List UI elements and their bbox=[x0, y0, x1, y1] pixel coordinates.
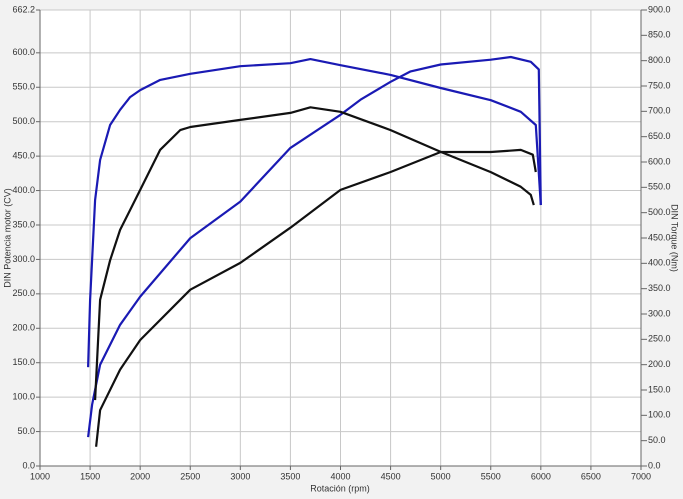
y-tick-label: 0.0 bbox=[22, 460, 35, 470]
y-tick-label: 100.0 bbox=[12, 392, 35, 402]
y2-tick-label: 450.0 bbox=[648, 232, 671, 242]
y-tick-label: 150.0 bbox=[12, 357, 35, 367]
y-tick-label: 600.0 bbox=[12, 47, 35, 57]
y2-tick-label: 850.0 bbox=[648, 30, 671, 40]
y2-tick-label: 550.0 bbox=[648, 182, 671, 192]
y2-tick-label: 650.0 bbox=[648, 131, 671, 141]
x-tick-label: 5500 bbox=[481, 471, 501, 481]
x-tick-label: 1000 bbox=[30, 471, 50, 481]
y2-tick-label: 600.0 bbox=[648, 156, 671, 166]
x-tick-label: 6000 bbox=[531, 471, 551, 481]
curve bbox=[87, 58, 542, 368]
y-axis-label: DIN Potencia motor (CV) bbox=[2, 188, 12, 288]
y2-tick-label: 400.0 bbox=[648, 258, 671, 268]
y2-tick-label: 200.0 bbox=[648, 359, 671, 369]
x-tick-label: 6500 bbox=[581, 471, 601, 481]
y-tick-label: 300.0 bbox=[12, 254, 35, 264]
y-tick-label: 350.0 bbox=[12, 219, 35, 229]
y2-tick-label: 150.0 bbox=[648, 384, 671, 394]
y2-tick-label: 0.0 bbox=[648, 460, 661, 470]
curve bbox=[87, 55, 542, 438]
y2-axis-label: DIN Torque (Nm) bbox=[670, 204, 680, 272]
y2-tick-label: 700.0 bbox=[648, 106, 671, 116]
y-tick-label: 200.0 bbox=[12, 323, 35, 333]
x-tick-label: 2500 bbox=[180, 471, 200, 481]
y-tick-label: 550.0 bbox=[12, 82, 35, 92]
y-tick-label: 400.0 bbox=[12, 185, 35, 195]
x-tick-label: 3000 bbox=[230, 471, 250, 481]
y-tick-label: 50.0 bbox=[17, 426, 35, 436]
y2-tick-label: 100.0 bbox=[648, 410, 671, 420]
y-tick-label: 250.0 bbox=[12, 288, 35, 298]
y2-tick-label: 300.0 bbox=[648, 308, 671, 318]
curve bbox=[94, 106, 535, 401]
y-tick-label: 662.2 bbox=[12, 4, 35, 14]
y-tick-label: 450.0 bbox=[12, 150, 35, 160]
y2-tick-label: 50.0 bbox=[648, 435, 666, 445]
y2-tick-label: 500.0 bbox=[648, 207, 671, 217]
x-tick-label: 4000 bbox=[330, 471, 350, 481]
x-tick-label: 1500 bbox=[80, 471, 100, 481]
curve bbox=[95, 148, 537, 447]
x-axis-label: Rotación (rpm) bbox=[310, 483, 370, 493]
x-tick-label: 5000 bbox=[431, 471, 451, 481]
y2-tick-label: 250.0 bbox=[648, 334, 671, 344]
x-tick-label: 2000 bbox=[130, 471, 150, 481]
x-tick-label: 4500 bbox=[381, 471, 401, 481]
y2-tick-label: 800.0 bbox=[648, 55, 671, 65]
y-tick-label: 500.0 bbox=[12, 116, 35, 126]
y2-tick-label: 350.0 bbox=[648, 283, 671, 293]
y2-tick-label: 900.0 bbox=[648, 4, 671, 14]
x-tick-label: 3500 bbox=[280, 471, 300, 481]
x-tick-label: 7000 bbox=[631, 471, 651, 481]
y2-tick-label: 750.0 bbox=[648, 80, 671, 90]
